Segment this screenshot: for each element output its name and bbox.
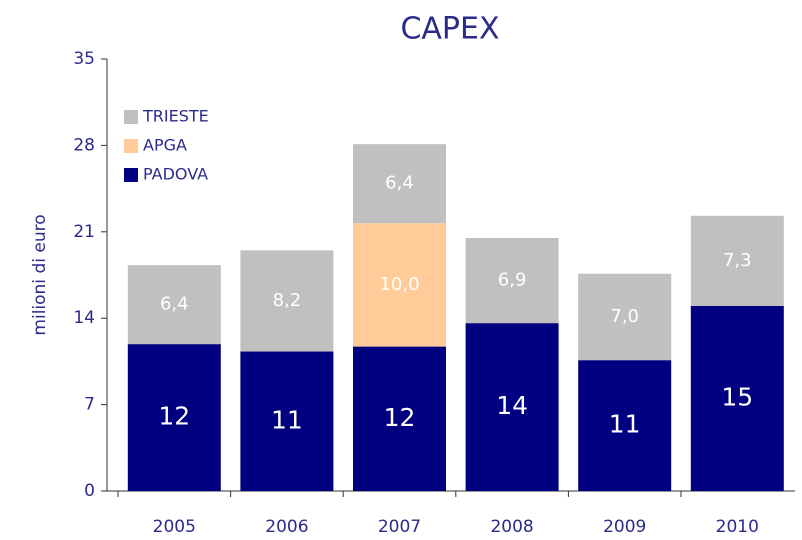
y-axis-label: milioni di euro (30, 214, 50, 335)
data-label: 7,3 (723, 250, 752, 271)
y-tick-label: 14 (73, 308, 95, 328)
data-label: 6,4 (385, 173, 414, 194)
x-tick-label: 2008 (490, 517, 533, 537)
data-label: 12 (158, 402, 190, 431)
bar-segment (127, 344, 221, 491)
bar-segment (240, 250, 334, 352)
legend-swatch (124, 168, 138, 182)
legend-label: PADOVA (143, 165, 208, 184)
x-tick-label: 2005 (153, 517, 196, 537)
data-label: 10,0 (379, 274, 419, 295)
y-tick-label: 0 (84, 481, 95, 501)
bar-segment (353, 223, 446, 347)
chart-title: CAPEX (400, 12, 499, 47)
y-tick-label: 21 (73, 222, 95, 242)
y-tick-label: 28 (73, 135, 95, 155)
legend-swatch (124, 139, 138, 153)
y-tick-label: 35 (73, 49, 95, 69)
bar-segment (353, 144, 446, 224)
data-label: 11 (609, 410, 641, 439)
bar-segment (578, 360, 672, 491)
x-tick-label: 2006 (265, 517, 308, 537)
bar-segment (465, 323, 559, 491)
data-label: 11 (271, 405, 303, 434)
data-label: 12 (384, 403, 416, 432)
legend-label: APGA (143, 136, 187, 155)
data-label: 8,2 (273, 290, 302, 311)
data-label: 6,9 (498, 270, 527, 291)
bar-segment (465, 237, 559, 324)
data-label: 7,0 (610, 306, 639, 327)
legend-label: TRIESTE (142, 107, 209, 126)
bar-segment (690, 305, 784, 491)
x-tick-label: 2007 (378, 517, 421, 537)
legend-swatch (124, 110, 138, 124)
data-label: 6,4 (160, 294, 189, 315)
y-tick-label: 7 (84, 395, 95, 415)
bar-segment (127, 265, 221, 345)
x-tick-label: 2010 (716, 517, 759, 537)
bar-segment (353, 346, 446, 491)
data-label: 15 (721, 382, 753, 411)
x-tick-label: 2009 (603, 517, 646, 537)
bar-segment (690, 215, 784, 306)
data-label: 14 (496, 391, 528, 420)
bar-segment (240, 351, 334, 491)
bar-segment (578, 273, 672, 361)
